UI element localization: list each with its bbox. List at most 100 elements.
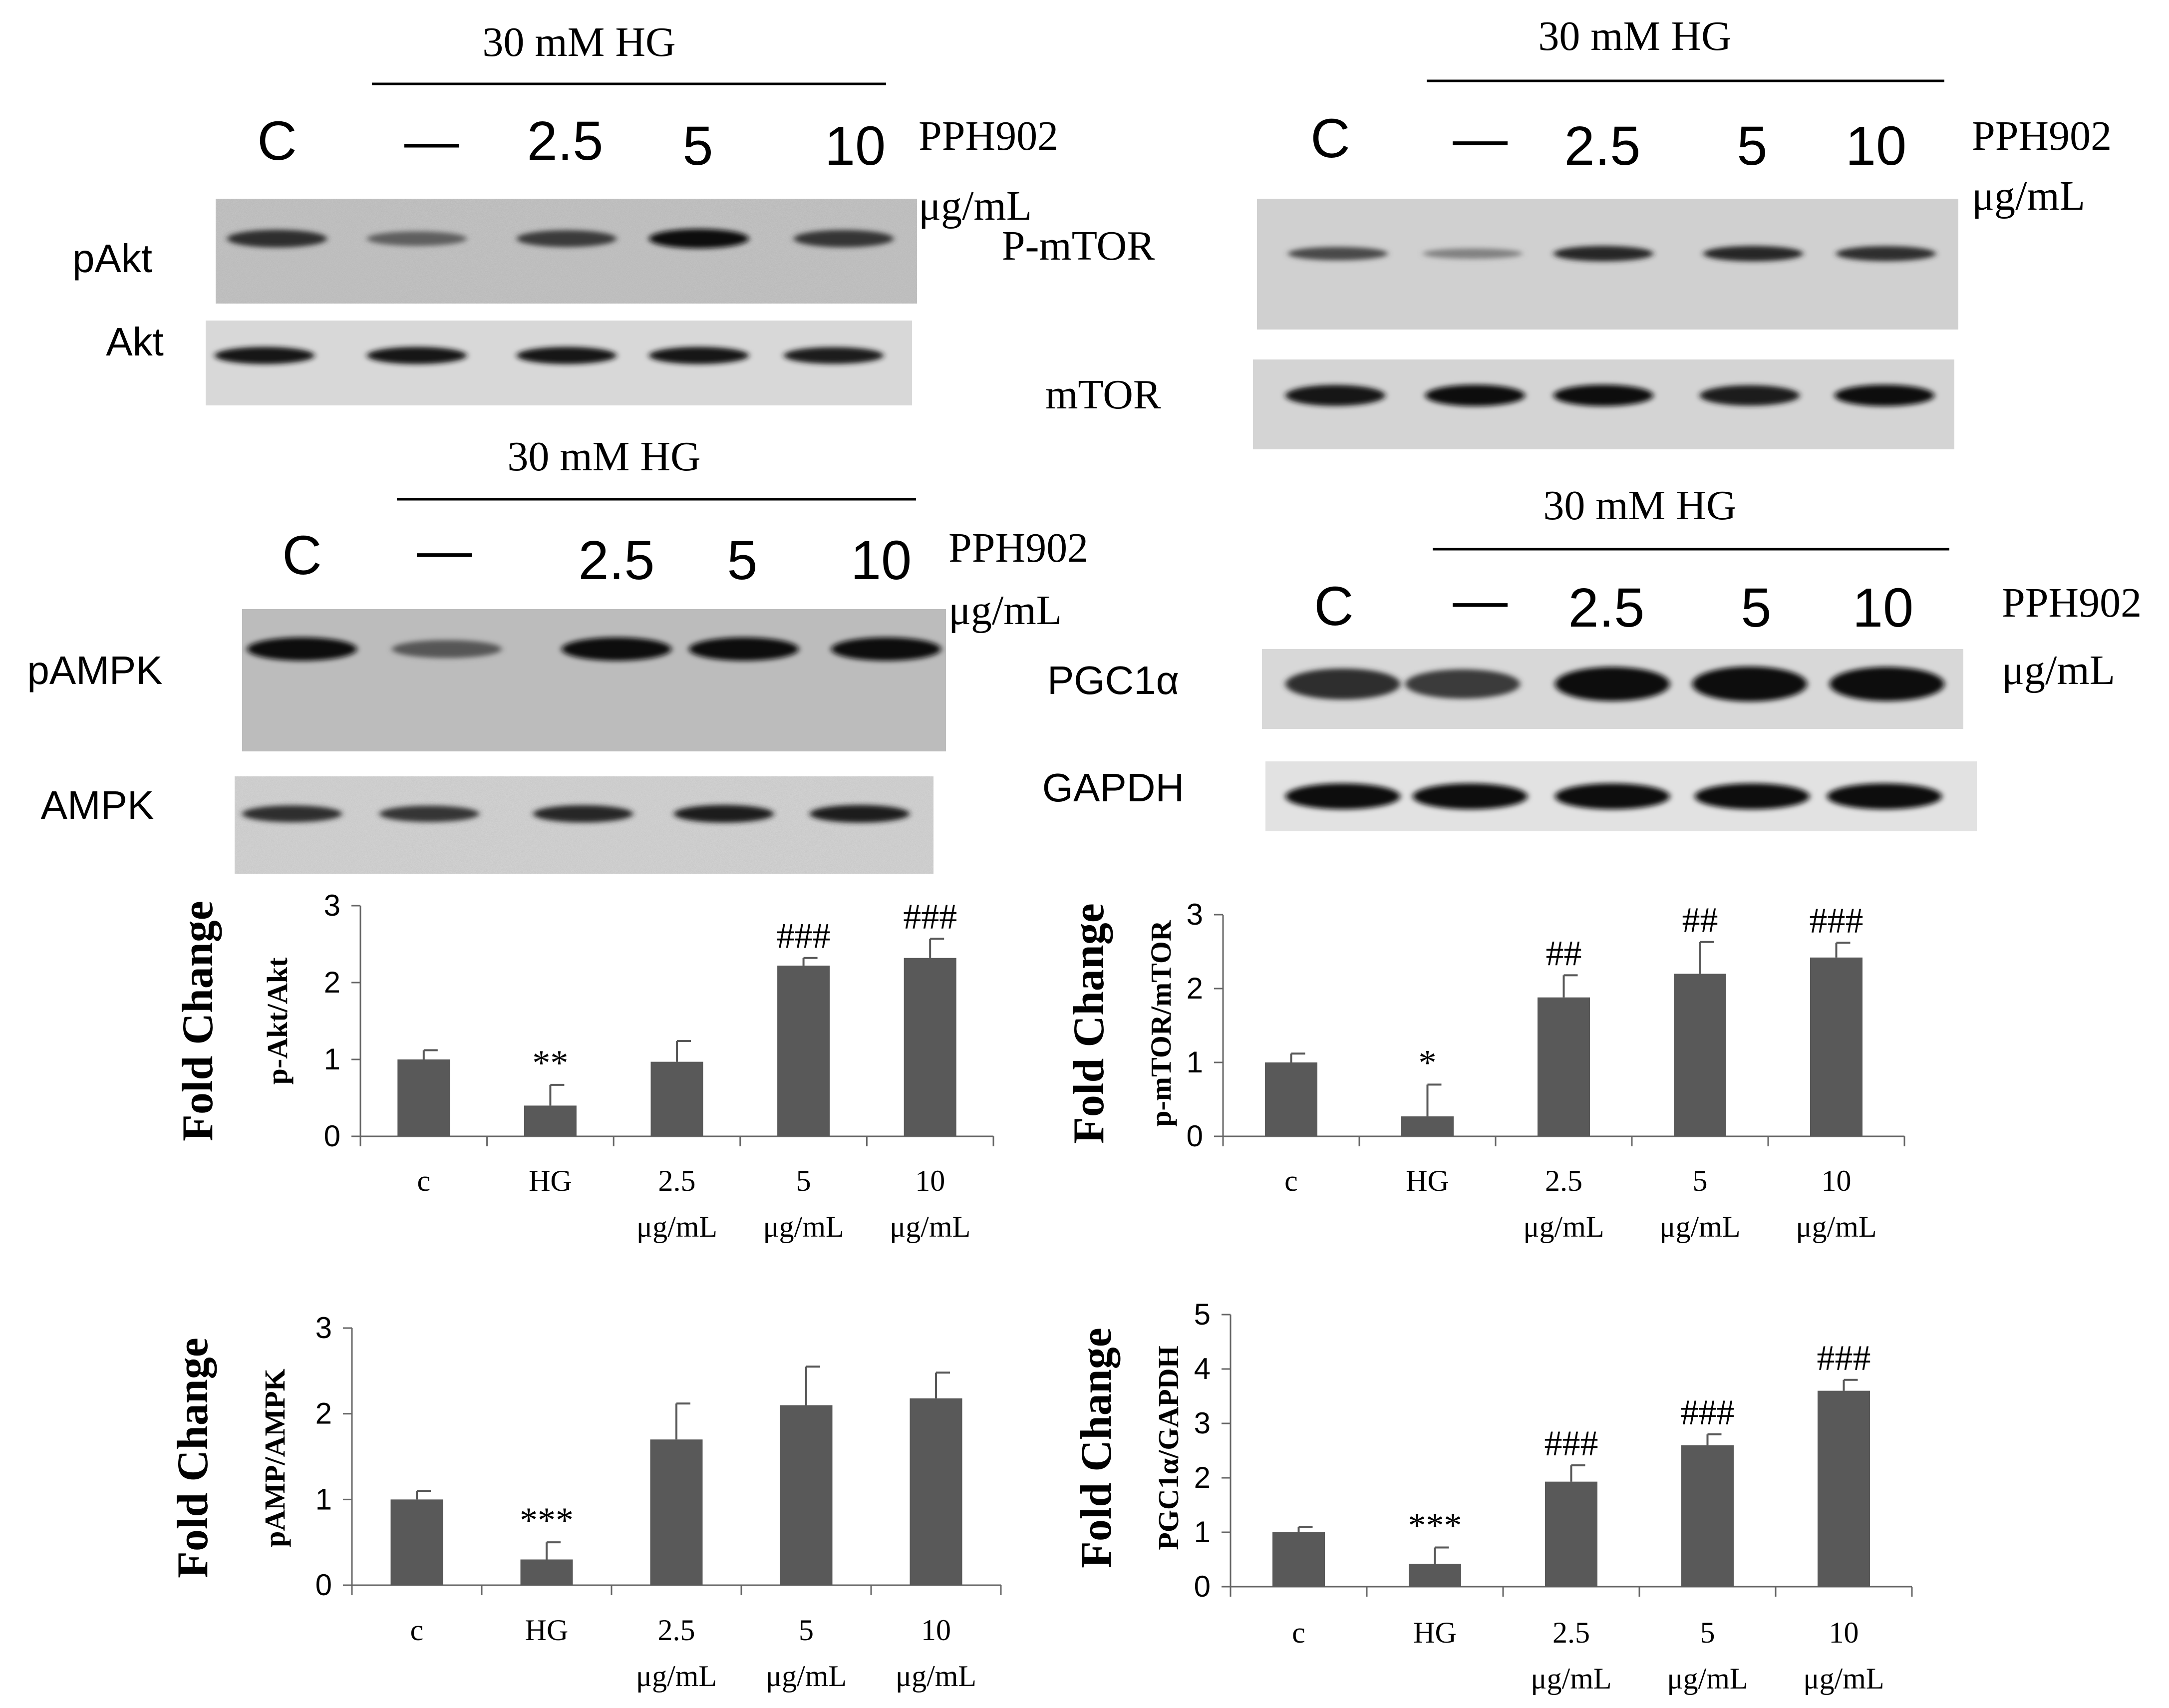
band-mtor-row1-lane2: [1423, 248, 1523, 259]
blot-pgc-row1-label: PGC1α: [1047, 658, 1179, 702]
blot-ampk-lane-2: —: [417, 520, 472, 581]
category-label-4: μg/mL: [766, 1660, 847, 1693]
blot-mtor-lane-5: 10: [1846, 115, 1906, 177]
band-ampk-row1-lane4: [689, 637, 799, 661]
band-akt-row2-lane4: [649, 346, 749, 364]
band-ampk-row2-lane1: [242, 805, 342, 822]
category-label-4: 5: [799, 1614, 814, 1647]
band-ampk-row2-lane5: [810, 805, 910, 823]
bar-3: [1545, 1481, 1597, 1587]
bar-4: [780, 1405, 833, 1585]
blot-mtor-row1-label: P-mTOR: [1002, 223, 1155, 269]
blot-akt: 30 mM HG C — 2.5 5 10 PPH902 μg/mL pAkt …: [72, 19, 1058, 405]
band-akt-row1-lane4: [649, 229, 749, 249]
band-akt-row1-lane1: [227, 230, 327, 248]
band-akt-row1-lane5: [794, 230, 894, 248]
category-label-3: μg/mL: [1531, 1662, 1611, 1695]
band-ampk-row2-lane2: [379, 805, 479, 822]
band-ampk-row1-lane2: [392, 640, 502, 659]
category-label-4: 5: [1693, 1164, 1708, 1197]
category-label-5: μg/mL: [890, 1210, 970, 1243]
band-ampk-row1-lane3: [562, 637, 671, 661]
chart-p-akt: Fold Change p-Akt/Akt 0 1 2 3 c ** HG 2.5 μg/mL ###…: [174, 889, 994, 1243]
band-mtor-row2-lane3: [1553, 384, 1653, 406]
chart-y-tick-label: 2: [1187, 972, 1203, 1005]
bar-1: [397, 1059, 450, 1136]
band-pgc-row1-lane1: [1285, 668, 1400, 700]
chart-y-tick-label: 0: [324, 1119, 340, 1153]
chart-y-tick-label: 2: [1194, 1461, 1211, 1494]
bar-2: [1401, 1116, 1454, 1136]
significance-5: ###: [903, 897, 957, 937]
bar-1: [1272, 1532, 1325, 1587]
bar-4: [777, 966, 830, 1136]
band-ampk-row1-lane5: [831, 637, 941, 661]
blot-ampk-lane-5: 10: [851, 530, 912, 591]
blot-mtor-row2-label: mTOR: [1045, 371, 1161, 418]
bar-3: [1538, 997, 1590, 1136]
category-label-3: μg/mL: [636, 1660, 717, 1693]
band-pgc-row1-lane2: [1405, 669, 1520, 699]
significance-2: ***: [520, 1500, 574, 1540]
band-pgc-row1-lane3: [1555, 667, 1670, 701]
significance-2: *: [1419, 1042, 1437, 1082]
category-label-2: HG: [1406, 1164, 1449, 1197]
chart-y-tick-label: 1: [1194, 1515, 1211, 1549]
chart-ylabel-sub: p-Akt/Akt: [261, 957, 294, 1084]
chart-pampk: Fold Change pAMP/AMPK 0 1 2 3 c *** HG 2.5 μg/mL 5 μ…: [169, 1311, 1002, 1693]
blot-pgc-lane-1: C: [1314, 576, 1353, 637]
band-akt-row2-lane1: [215, 346, 314, 364]
band-mtor-row2-lane5: [1835, 384, 1934, 406]
bar-2: [520, 1559, 573, 1585]
chart-y-tick-label: 3: [1194, 1406, 1211, 1440]
chart-pgc1a: Fold Change PGC1α/GAPDH 0 1 2 3 4 5 c *** HG ### 2.5…: [1072, 1298, 1913, 1695]
category-label-4: 5: [1700, 1616, 1715, 1649]
chart-ylabel: Fold Change: [1065, 903, 1113, 1144]
chart-y-tick-label: 2: [324, 966, 340, 999]
blot-mtor-compound: PPH902: [1972, 113, 2112, 159]
chart-y-tick-label: 3: [1187, 898, 1203, 931]
significance-4: ###: [1681, 1392, 1735, 1432]
blot-pgc-lane-5: 10: [1853, 577, 1913, 639]
chart-y-tick-label: 0: [1194, 1570, 1211, 1603]
chart-y-tick-label: 3: [324, 889, 340, 922]
category-label-5: μg/mL: [1803, 1662, 1884, 1695]
blot-mtor-lane-2: —: [1453, 108, 1508, 169]
blot-pgc-treatment-header: 30 mM HG: [1543, 482, 1736, 529]
blot-mtor-lane-4: 5: [1737, 115, 1767, 177]
blot-pgc-row2-label: GAPDH: [1042, 765, 1185, 810]
significance-2: **: [532, 1043, 568, 1083]
bar-3: [650, 1061, 703, 1136]
band-mtor-row1-lane4: [1703, 246, 1803, 262]
blot-akt-row2-label: Akt: [106, 320, 164, 364]
chart-p-mtor: Fold Change p-mTOR/mTOR 0 1 2 3 c * HG ## 2.5 μg/mL…: [1065, 898, 1905, 1243]
chart-y-tick-label: 1: [1187, 1045, 1203, 1079]
blot-mtor-treatment-header: 30 mM HG: [1538, 13, 1731, 59]
chart-y-tick-label: 3: [315, 1311, 332, 1345]
band-mtor-row2-lane4: [1700, 385, 1800, 406]
bar-5: [904, 958, 956, 1136]
chart-ylabel-sub: pAMP/AMPK: [259, 1368, 291, 1547]
blot-ampk-lane-4: 5: [727, 530, 757, 591]
chart-ylabel: Fold Change: [174, 901, 222, 1141]
bar-2: [524, 1105, 577, 1136]
band-mtor-row1-lane3: [1553, 246, 1653, 262]
blot-akt-row1-label: pAkt: [72, 236, 152, 281]
significance-4: ##: [1682, 900, 1718, 940]
blot-ampk: 30 mM HG C — 2.5 5 10 PPH902 μg/mL pAMPK…: [27, 433, 1088, 874]
blot-pgc-compound: PPH902: [2002, 580, 2142, 626]
band-pgc-row2-lane5: [1827, 783, 1942, 809]
chart-y-tick-label: 4: [1194, 1352, 1211, 1385]
blot-mtor: 30 mM HG C — 2.5 5 10 PPH902 μg/mL P-mTO…: [1002, 13, 2112, 449]
chart-y-tick-label: 1: [324, 1042, 340, 1076]
blot-akt-lane-2: —: [404, 110, 459, 172]
blot-akt-compound: PPH902: [919, 113, 1058, 159]
band-pgc-row2-lane2: [1413, 783, 1528, 809]
category-label-1: c: [410, 1614, 424, 1647]
category-label-3: μg/mL: [636, 1210, 717, 1243]
category-label-1: c: [417, 1164, 430, 1197]
chart-y-tick-label: 0: [1187, 1119, 1203, 1153]
category-label-5: 10: [921, 1614, 951, 1647]
category-label-5: 10: [915, 1164, 945, 1197]
